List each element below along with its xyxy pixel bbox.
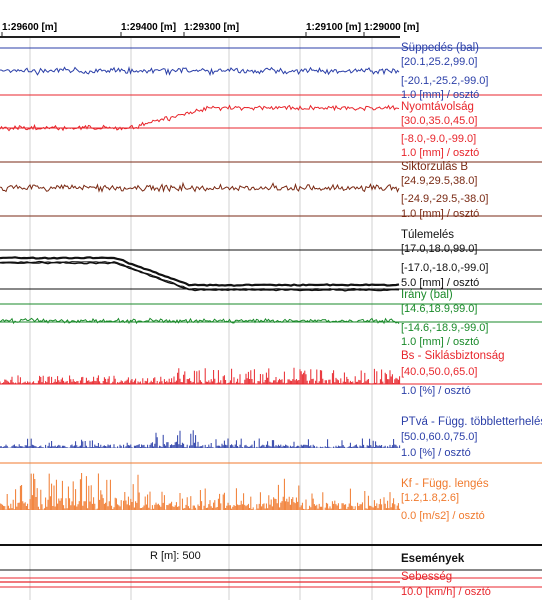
channel-scale-nyomtavolsag: 1.0 [mm] / osztó [401, 147, 480, 159]
channel-upper-siktorzulas: [24.9,29.5,38.0] [401, 175, 478, 187]
trace-irany [0, 317, 400, 325]
channel-scale-ptva: 1.0 [%] / osztó [401, 447, 471, 459]
channel-title-siktorzulas[interactable]: Siktorzulás B [401, 161, 469, 173]
ruler-tick-3: 1:29100 [m] [306, 22, 362, 33]
channel-title-tulemeles[interactable]: Túlemelés [401, 229, 455, 241]
channel-lower-suppedes: [-20.1,-25.2,-99.0] [401, 75, 489, 87]
ruler-tick-0: 1:29600 [m] [2, 22, 58, 33]
trace-siklasbiztonsag [0, 367, 401, 384]
channel-upper-ptva: [50.0,60.0,75.0] [401, 431, 478, 443]
trace-siktorzulas [0, 181, 400, 193]
channel-upper-irany: [14.6,18.9,99.0] [401, 303, 478, 315]
channel-scale-kf: 0.0 [m/s2] / osztó [401, 510, 485, 522]
channel-scale-suppedes: 1.0 [mm] / osztó [401, 89, 480, 101]
channel-upper-suppedes: [20.1,25.2,99.0] [401, 56, 478, 68]
channel-title-irany[interactable]: Irány (bal) [401, 289, 453, 301]
channel-title-nyomtavolsag[interactable]: Nyomtávolság [401, 101, 474, 113]
channel-lower-tulemeles: [-17.0,-18.0,-99.0] [401, 262, 489, 274]
trace-tulemeles-b [0, 261, 400, 292]
channel-lower-irany: [-14.6,-18.9,-99.0] [401, 322, 489, 334]
channel-lower-siktorzulas: [-24.9,-29.5,-38.0] [401, 193, 489, 205]
trace-tulemeles-a [0, 256, 400, 287]
channel-upper-tulemeles: [17.0,18.0,99.0] [401, 243, 478, 255]
channel-upper-siklasbiztonsag: [40.0,50.0,65.0] [401, 366, 478, 378]
trace-nyomtavolsag [0, 104, 400, 132]
channel-lower-nyomtavolsag: [-8.0,-9.0,-99.0] [401, 133, 477, 145]
curve-radius-label: R [m]: 500 [150, 550, 201, 562]
channel-upper-kf: [1.2,1.8,2.6] [401, 492, 460, 504]
trace-ptva [0, 430, 401, 448]
channel-title-kf[interactable]: Kf - Függ. lengés [401, 478, 489, 490]
channel-title-ptva[interactable]: PTvá - Függ. többletterhelés [401, 416, 542, 428]
events-title[interactable]: Események [401, 553, 465, 565]
channel-title-siklasbiztonsag[interactable]: Bs - Siklásbiztonság [401, 350, 505, 362]
trace-suppedes [0, 65, 400, 77]
channel-scale-tulemeles: 5.0 [mm] / osztó [401, 277, 480, 289]
channel-scale-siktorzulas: 1.0 [mm] / osztó [401, 208, 480, 220]
ruler-tick-2: 1:29300 [m] [184, 22, 240, 33]
channel-upper-nyomtavolsag: [30.0,35.0,45.0] [401, 115, 478, 127]
ruler-tick-4: 1:29000 [m] [364, 22, 420, 33]
trace-tulemeles-fill [0, 260, 399, 291]
channel-scale-irany: 1.0 [mm] / osztó [401, 336, 480, 348]
channel-title-suppedes[interactable]: Süppedés (bal) [401, 42, 479, 54]
speed-scale: 10.0 [km/h] / osztó [401, 586, 491, 598]
channel-scale-siklasbiztonsag: 1.0 [%] / osztó [401, 385, 471, 397]
speed-title[interactable]: Sebesség [401, 571, 453, 583]
ruler-tick-1: 1:29400 [m] [121, 22, 177, 33]
trace-kf [0, 473, 401, 510]
